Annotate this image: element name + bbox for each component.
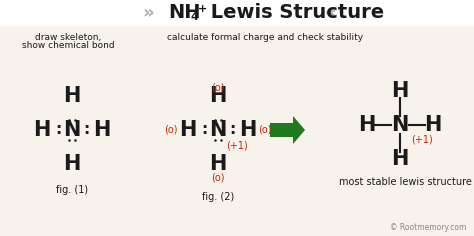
Text: H: H <box>424 115 442 135</box>
Text: (o): (o) <box>211 172 225 182</box>
Text: +: + <box>198 4 207 14</box>
Text: :: : <box>201 122 207 138</box>
Text: H: H <box>210 86 227 106</box>
Text: Lewis Structure: Lewis Structure <box>204 4 384 22</box>
Text: H: H <box>392 81 409 101</box>
Text: (o): (o) <box>211 82 225 92</box>
Text: N: N <box>210 120 227 140</box>
Polygon shape <box>270 116 305 144</box>
Text: H: H <box>239 120 257 140</box>
Text: (+1): (+1) <box>411 134 433 144</box>
Text: show chemical bond: show chemical bond <box>22 41 114 50</box>
Text: fig. (1): fig. (1) <box>56 185 88 195</box>
Text: H: H <box>179 120 197 140</box>
Text: «: « <box>324 4 336 22</box>
Text: :: : <box>83 122 89 138</box>
Text: most stable lewis structure: most stable lewis structure <box>338 177 472 187</box>
Text: N: N <box>392 115 409 135</box>
Text: H: H <box>358 115 376 135</box>
Text: © Rootmemory.com: © Rootmemory.com <box>390 223 466 232</box>
Text: N: N <box>64 120 81 140</box>
Text: 4: 4 <box>191 12 199 22</box>
Text: (o): (o) <box>164 125 178 135</box>
Text: NH: NH <box>168 4 201 22</box>
Text: fig. (2): fig. (2) <box>202 192 234 202</box>
Text: »: » <box>142 4 154 22</box>
Text: :: : <box>55 122 61 138</box>
Text: H: H <box>392 149 409 169</box>
Text: (o): (o) <box>258 125 272 135</box>
Text: H: H <box>64 154 81 174</box>
Text: H: H <box>33 120 51 140</box>
Text: calculate formal charge and check stability: calculate formal charge and check stabil… <box>167 33 363 42</box>
Text: H: H <box>210 154 227 174</box>
Text: (+1): (+1) <box>226 141 248 151</box>
Text: draw skeleton,: draw skeleton, <box>35 33 101 42</box>
Text: H: H <box>93 120 111 140</box>
Text: H: H <box>64 86 81 106</box>
Text: :: : <box>229 122 235 138</box>
Bar <box>0 0 474 26</box>
